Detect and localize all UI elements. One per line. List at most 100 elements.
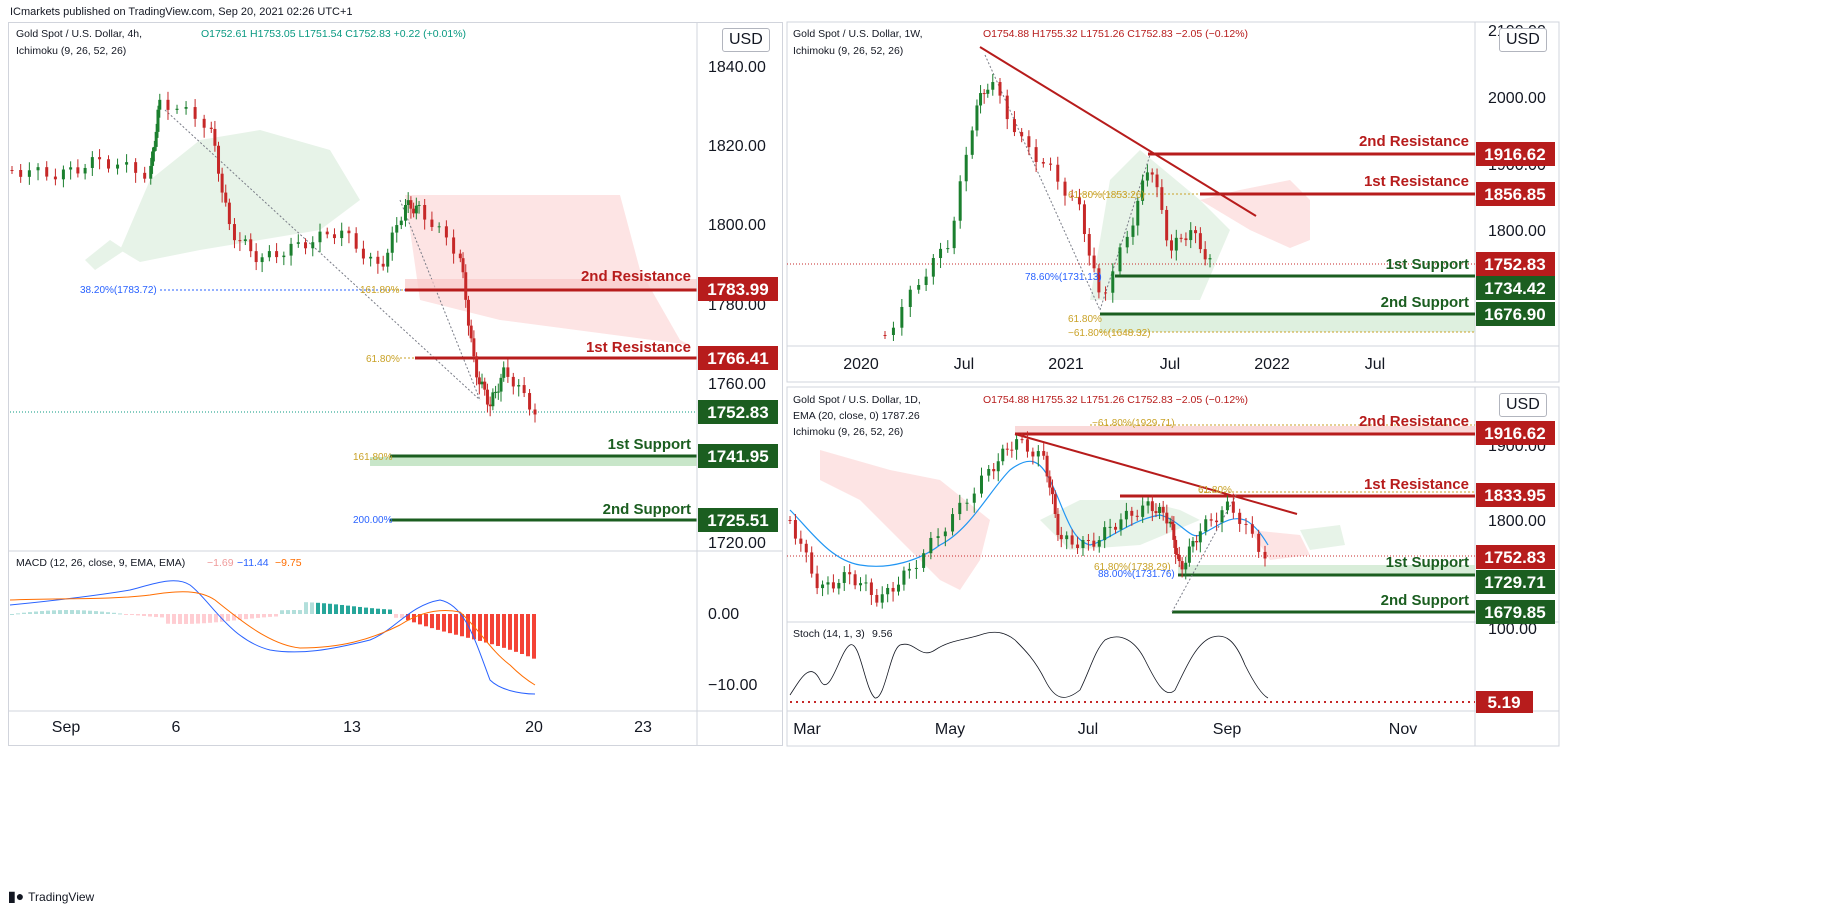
chart-1d-candle	[1146, 501, 1150, 506]
chart-4h-res2-label: 2nd Resistance	[581, 268, 691, 285]
chart-4h-candle	[19, 170, 23, 177]
chart-1d-sup1-band	[1178, 565, 1475, 575]
chart-4h-fib-label-3: 161.80%	[353, 452, 393, 463]
chart-4h-candle	[499, 377, 503, 392]
chart-4h-macd-bar	[322, 603, 326, 614]
chart-1d-candle	[810, 552, 814, 574]
chart-1w-candle	[1174, 237, 1178, 251]
chart-4h-candle	[149, 165, 153, 179]
chart-1d-candle	[907, 568, 911, 571]
chart-4h-macd-bar	[460, 614, 464, 637]
chart-4h-candle	[386, 252, 390, 267]
chart-1d-candle	[1081, 539, 1085, 548]
chart-1w-candle	[1097, 268, 1101, 293]
chart-4h-macd-line	[9, 580, 536, 695]
chart-1w-candle	[1087, 234, 1091, 256]
chart-1d-candle	[880, 594, 884, 603]
chart-1w-candle	[1141, 180, 1145, 201]
chart-4h-candle	[209, 127, 213, 129]
chart-4h-candle	[506, 367, 510, 377]
chart-4h-macd-bar	[178, 614, 182, 624]
chart-1d-candle	[929, 537, 933, 554]
chart-4h-macd-bar	[364, 607, 368, 614]
chart-4h-candle	[483, 381, 487, 390]
chart-1d-stoch-line	[789, 631, 1269, 699]
chart-4h-macd-bar	[394, 614, 398, 618]
chart-1d-candle	[1154, 511, 1158, 514]
chart-4h-macd-v2: −11.44	[237, 557, 269, 569]
chart-1w-tag-sup2	[1476, 302, 1555, 326]
chart-4h-macd-bar	[118, 613, 122, 615]
chart-4h-candle	[184, 107, 188, 109]
chart-4h-macd-bar	[196, 614, 200, 624]
chart-4h-macd-bar	[82, 610, 86, 614]
chart-4h-res2-band	[405, 279, 697, 289]
chart-4h-macd-bar	[358, 606, 362, 614]
chart-1w-candle	[1203, 249, 1207, 260]
chart-1d-candle	[1092, 540, 1096, 547]
chart-1w-candle	[1020, 132, 1024, 137]
chart-4h-candle	[83, 167, 87, 174]
chart-4h-macd-bar	[100, 611, 104, 614]
chart-4h-candle	[318, 231, 322, 243]
chart-1d-candle	[1250, 524, 1254, 534]
chart-4h-candle	[399, 220, 403, 226]
chart-4h-macd-bar	[298, 610, 302, 614]
chart-1d-candle	[1070, 535, 1074, 545]
chart-1d-candle	[1124, 510, 1128, 520]
chart-1d-candle	[972, 493, 976, 503]
chart-4h-candle	[502, 367, 506, 378]
chart-1w-candle	[900, 306, 904, 328]
chart-1d-currency-button[interactable]: USD	[1499, 393, 1547, 417]
chart-4h-macd-bar	[112, 612, 116, 614]
chart-1w-candle	[1077, 196, 1081, 205]
chart-4h-macd-bar	[76, 610, 80, 614]
chart-4h-macd-bar	[388, 609, 392, 614]
chart-4h-macd-bar	[442, 614, 446, 632]
chart-4h-candle	[151, 151, 155, 166]
chart-4h-macd-bar	[148, 614, 152, 617]
chart-1w-tag-sup1	[1476, 276, 1555, 300]
footer-brand[interactable]: TradingView	[28, 889, 95, 904]
chart-4h-candle	[116, 164, 120, 169]
chart-1w-candle	[1125, 236, 1129, 248]
chart-1w-candle	[1082, 204, 1086, 235]
chart-4h-macd-bar	[268, 614, 272, 617]
chart-1d-candle	[902, 570, 906, 585]
chart-1d-candles	[788, 431, 1267, 609]
chart-1d-candle	[922, 553, 926, 568]
chart-4h-candle	[325, 231, 329, 235]
chart-4h-macd-bar	[40, 611, 44, 614]
chart-4h-candle	[232, 224, 236, 241]
chart-1w-candle	[1150, 172, 1154, 175]
chart-4h-candle	[27, 170, 31, 177]
chart-4h-macd-bar	[94, 611, 98, 614]
chart-4h-macd-bar	[244, 614, 248, 620]
chart-1w-candle	[1056, 164, 1060, 182]
chart-1w-currency-button[interactable]: USD	[1499, 28, 1547, 52]
chart-4h-currency-button[interactable]: USD	[722, 28, 770, 52]
chart-4h-macd-bar	[22, 612, 26, 614]
chart-4h-macd-bar	[508, 614, 512, 650]
chart-4h-macd-bar	[478, 614, 482, 641]
chart-4h-candle	[217, 145, 221, 174]
chart-1d-candle	[1130, 510, 1134, 516]
tradingview-logo-icon[interactable]: ▮●	[8, 888, 25, 904]
chart-1w-tag-sup1-text: 1734.42	[1484, 279, 1545, 298]
chart-1w-xtick-5: Jul	[1365, 356, 1385, 373]
chart-4h-candles	[10, 91, 537, 423]
chart-4h-macd-bar	[16, 613, 20, 615]
chart-4h-candle	[296, 242, 300, 244]
chart-4h-candle	[76, 167, 80, 174]
chart-4h-candle	[152, 146, 156, 152]
chart-4h-macd-bar	[454, 614, 458, 635]
chart-1w-candle	[1194, 230, 1198, 234]
chart-4h-sup2-label: 2nd Support	[603, 501, 691, 518]
chart-1d-candle	[1225, 501, 1229, 511]
chart-1d-candle	[1056, 513, 1060, 535]
chart-4h-candle	[45, 167, 49, 177]
chart-1d-fib-label-2: 61.80%(1738.29)	[1094, 562, 1171, 573]
chart-1w-candle	[1034, 147, 1038, 163]
chart-1d-candle	[1204, 519, 1208, 532]
